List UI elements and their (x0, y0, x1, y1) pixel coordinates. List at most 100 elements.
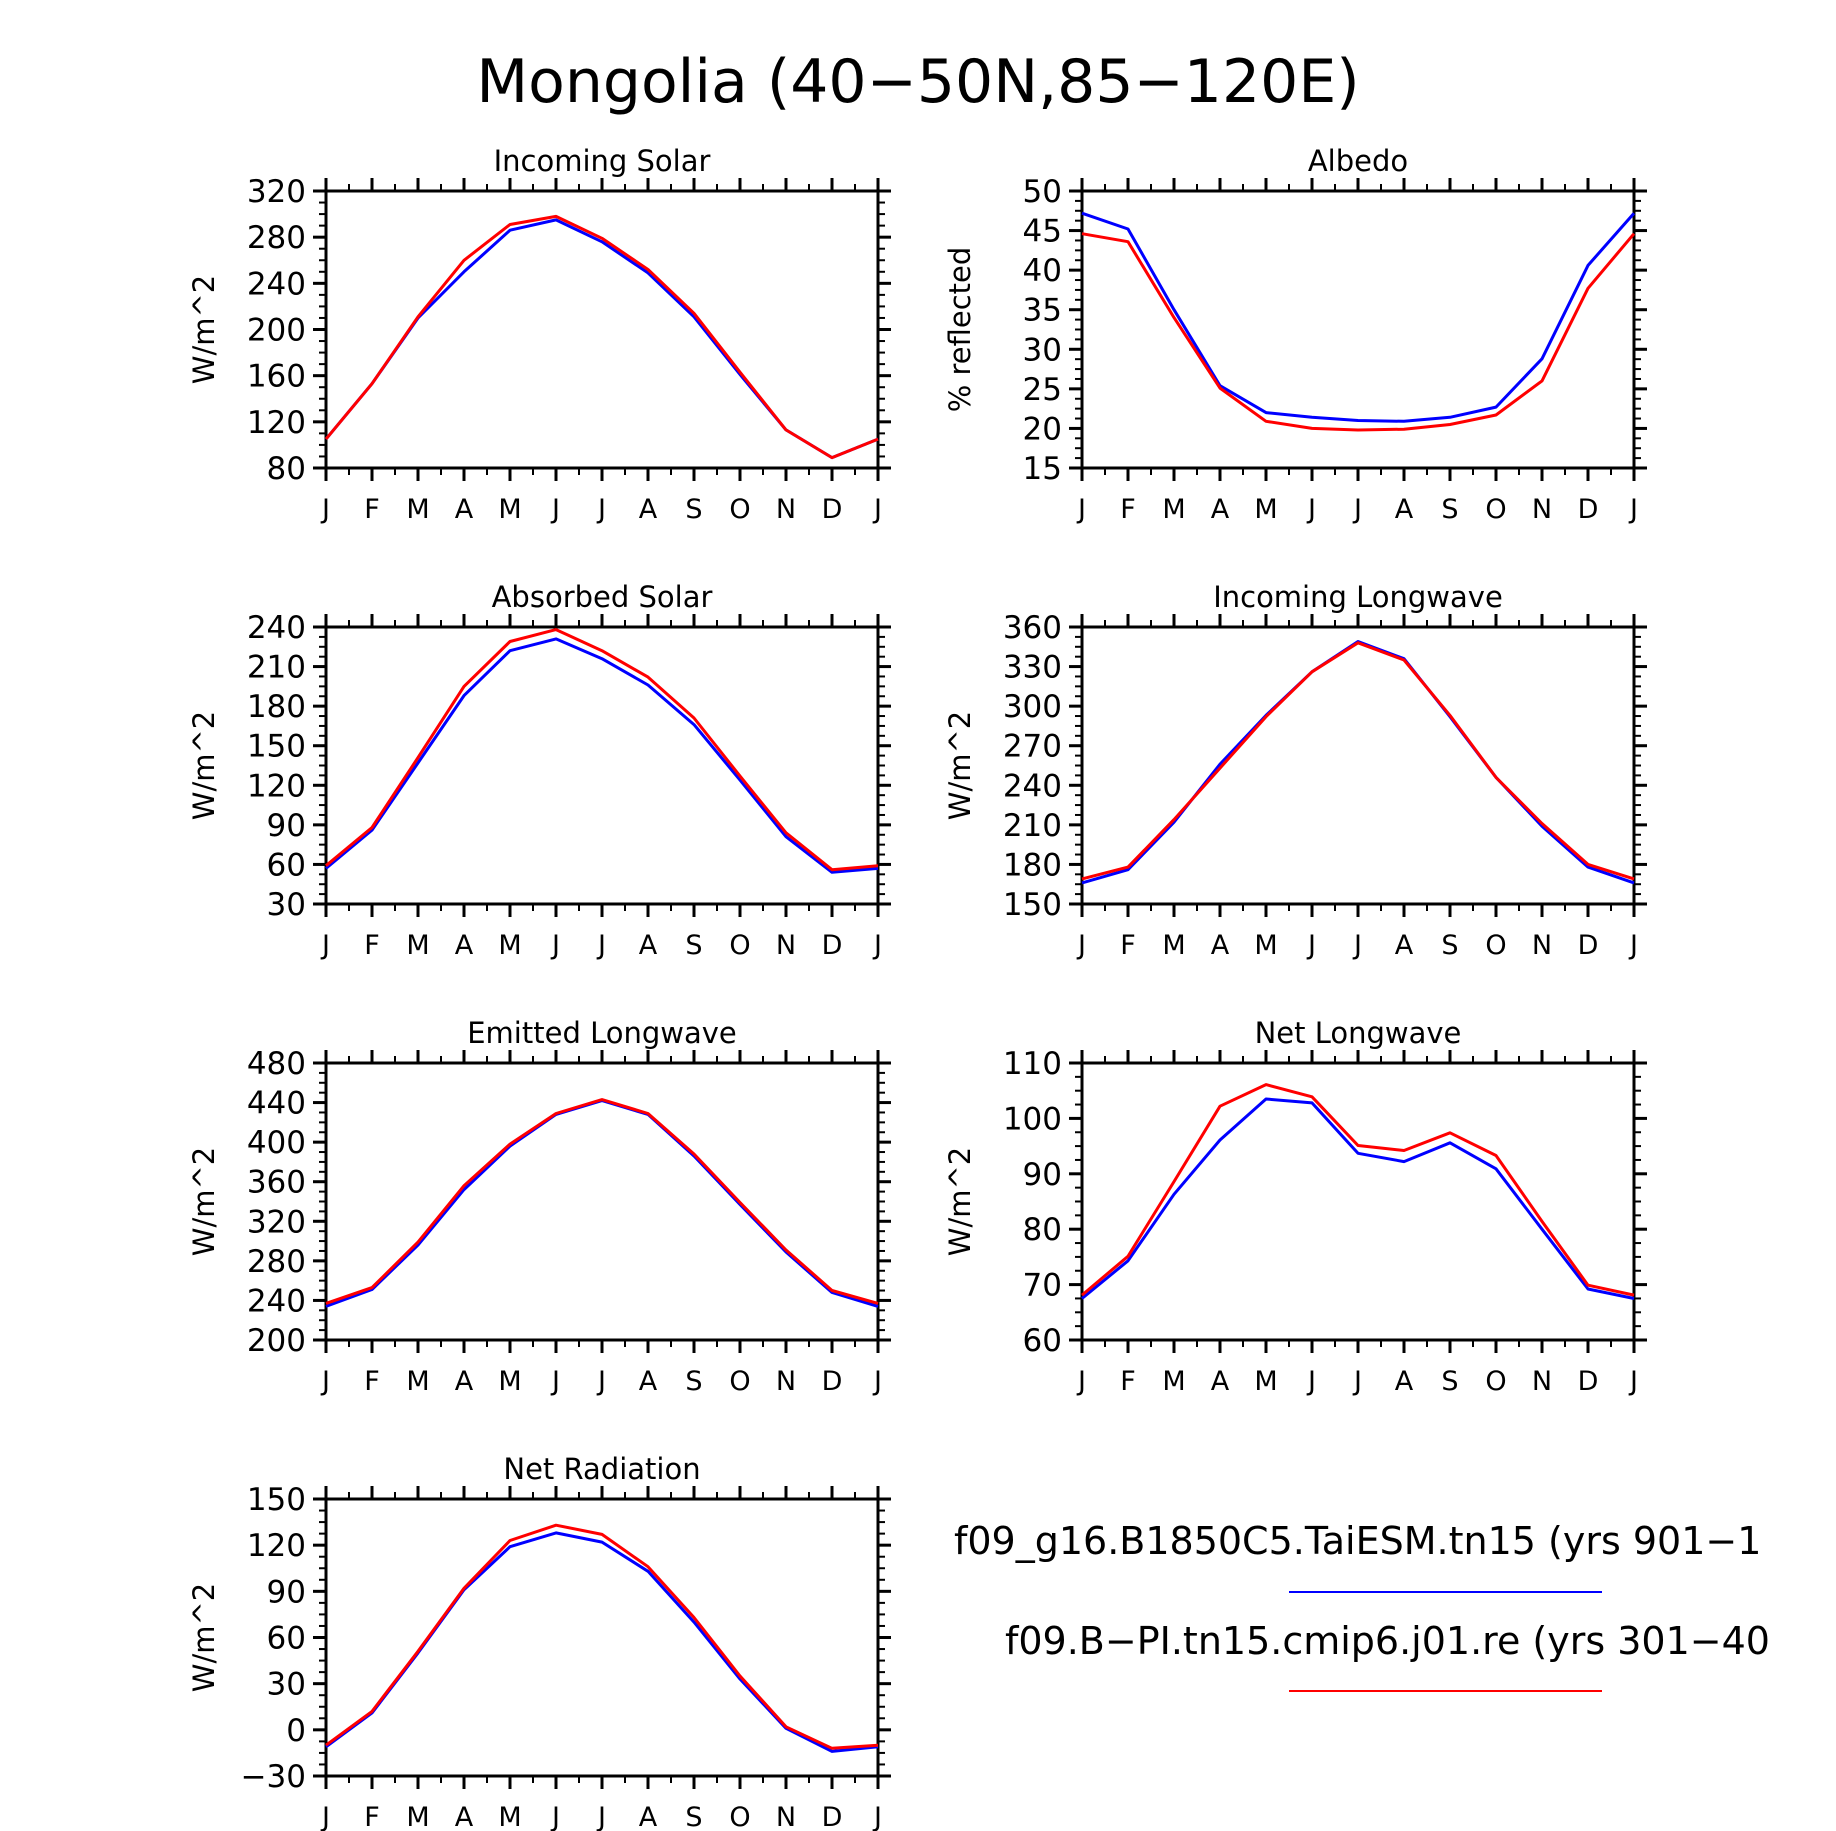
y-tick-label: 320 (247, 174, 306, 210)
x-tick-label: F (1120, 494, 1136, 525)
series-line-1 (1081, 211, 1636, 423)
x-tick-label: J (1076, 1366, 1086, 1397)
x-tick-label: S (1441, 930, 1458, 961)
x-tick-label: O (729, 1366, 750, 1397)
x-tick-label: J (1306, 494, 1316, 525)
x-tick-label: J (550, 1366, 560, 1397)
x-tick-label: M (1254, 1366, 1277, 1397)
y-tick-label: 90 (267, 808, 306, 844)
x-tick-label: J (1628, 1366, 1638, 1397)
series-line-2 (325, 628, 879, 872)
y-tick-label: 90 (267, 1574, 306, 1610)
x-tick-label: N (776, 494, 796, 525)
y-tick-label: 330 (1003, 650, 1062, 686)
plot-frame (324, 1061, 880, 1342)
x-tick-label: J (1628, 494, 1638, 525)
x-tick-label: F (364, 930, 380, 961)
series-line-1 (325, 637, 879, 874)
x-tick-label: J (1076, 494, 1086, 525)
x-tick-label: J (872, 930, 882, 961)
x-tick-label: D (822, 930, 843, 961)
x-tick-label: J (550, 1802, 560, 1831)
x-tick-label: S (1441, 494, 1458, 525)
x-tick-label: J (872, 1802, 882, 1831)
x-tick-label: S (685, 1366, 702, 1397)
y-axis-label: W/m^2 (943, 711, 977, 820)
y-tick-label: 150 (247, 1482, 306, 1518)
x-tick-label: M (406, 1366, 429, 1397)
panel-4: J F M A M J J A S O N D J150180210240270300330360Inc… (943, 580, 1647, 961)
x-tick-label: M (498, 1366, 521, 1397)
x-tick-label: F (364, 1802, 380, 1831)
y-tick-label: 440 (247, 1086, 306, 1122)
x-tick-label: A (639, 494, 658, 525)
y-tick-label: 200 (247, 1323, 306, 1359)
x-tick-label: O (1485, 494, 1506, 525)
x-tick-label: S (685, 494, 702, 525)
y-tick-label: 35 (1023, 293, 1062, 329)
y-tick-label: 60 (1023, 1323, 1062, 1359)
series-line-1 (325, 1531, 879, 1753)
x-tick-label: S (1441, 1366, 1458, 1397)
figure-title: Mongolia (40−50N,85−120E) (476, 47, 1359, 117)
x-tick-label: J (1076, 930, 1086, 961)
y-tick-label: 200 (247, 313, 306, 349)
y-tick-label: 120 (247, 405, 306, 441)
y-tick-label: 120 (247, 1528, 306, 1564)
y-tick-label: 80 (267, 451, 306, 487)
x-tick-label: M (406, 930, 429, 961)
panel-title: Incoming Longwave (1213, 580, 1503, 614)
x-tick-label: M (406, 494, 429, 525)
y-tick-label: 480 (247, 1046, 306, 1082)
x-tick-label: A (1211, 1366, 1230, 1397)
x-tick-label: F (1120, 930, 1136, 961)
x-tick-label: O (729, 1802, 750, 1831)
y-axis-label: W/m^2 (187, 711, 221, 820)
series-line-2 (1081, 1083, 1635, 1297)
y-tick-label: 320 (247, 1204, 306, 1240)
x-tick-label: J (1306, 930, 1316, 961)
x-tick-label: J (872, 1366, 882, 1397)
x-tick-label: J (1352, 930, 1362, 961)
x-tick-label: J (320, 1366, 330, 1397)
x-tick-label: D (1578, 930, 1599, 961)
y-tick-label: 150 (1003, 887, 1062, 923)
y-tick-label: 400 (247, 1125, 306, 1161)
series-line-2 (325, 1523, 879, 1750)
x-tick-label: J (1306, 1366, 1316, 1397)
x-tick-label: M (1162, 930, 1185, 961)
series-line-1 (1081, 1097, 1635, 1300)
panel-title: Net Radiation (503, 1452, 700, 1486)
x-tick-label: J (596, 930, 606, 961)
x-tick-label: O (1485, 1366, 1506, 1397)
x-tick-label: J (1352, 1366, 1362, 1397)
x-tick-label: S (685, 930, 702, 961)
y-axis-label: W/m^2 (187, 275, 221, 384)
series-line-1 (1081, 640, 1635, 885)
y-tick-label: 70 (1023, 1268, 1062, 1304)
y-tick-label: 240 (247, 610, 306, 646)
y-tick-label: −30 (241, 1759, 306, 1795)
y-tick-label: 110 (1003, 1046, 1062, 1082)
x-tick-label: A (1395, 494, 1414, 525)
y-tick-label: 0 (286, 1713, 306, 1749)
x-tick-label: J (320, 930, 330, 961)
x-tick-label: F (1120, 1366, 1136, 1397)
x-tick-label: S (685, 1802, 702, 1831)
x-tick-label: N (776, 930, 796, 961)
plot-frame (324, 625, 880, 906)
x-tick-label: N (776, 1802, 796, 1831)
x-tick-label: J (320, 494, 330, 525)
plot-frame (1080, 189, 1636, 470)
y-tick-label: 60 (267, 1621, 306, 1657)
x-tick-label: J (596, 1802, 606, 1831)
x-tick-label: N (1532, 930, 1552, 961)
panel-3: J F M A M J J A S O N D J306090120150180210240Absorb… (187, 580, 891, 961)
x-tick-label: D (1578, 1366, 1599, 1397)
series-line-2 (1081, 641, 1635, 881)
plot-frame (1080, 1061, 1636, 1342)
x-tick-label: M (1254, 930, 1277, 961)
